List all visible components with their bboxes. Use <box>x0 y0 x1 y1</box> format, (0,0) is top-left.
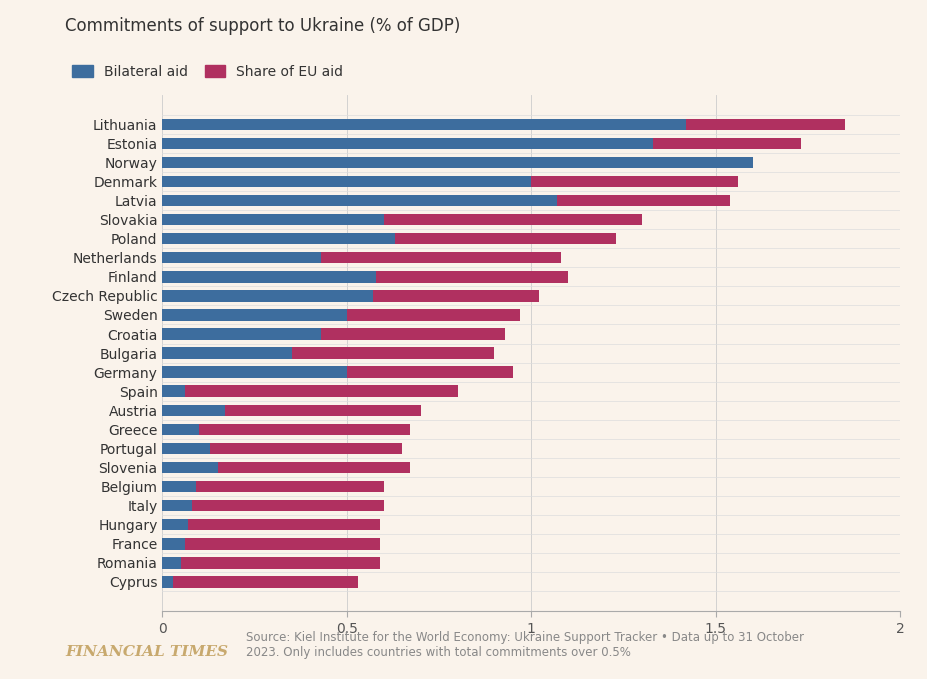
Text: FINANCIAL TIMES: FINANCIAL TIMES <box>65 644 228 659</box>
Bar <box>162 519 188 530</box>
Bar <box>321 328 505 340</box>
Bar <box>218 462 409 473</box>
Bar <box>188 519 380 530</box>
Bar <box>184 538 380 549</box>
Bar <box>162 176 531 187</box>
Bar <box>162 119 685 130</box>
Bar <box>653 138 800 149</box>
Bar <box>685 119 844 130</box>
Bar <box>162 214 384 225</box>
Bar <box>199 424 409 435</box>
Bar <box>384 214 641 225</box>
Bar <box>162 500 192 511</box>
Bar <box>184 386 457 397</box>
Bar <box>321 252 560 263</box>
Bar <box>162 348 291 359</box>
Bar <box>347 309 520 320</box>
Bar <box>162 138 653 149</box>
Bar <box>162 405 225 416</box>
Bar <box>556 195 730 206</box>
Bar <box>162 443 210 454</box>
Bar <box>173 576 358 587</box>
Bar <box>347 367 513 378</box>
Bar <box>192 500 384 511</box>
Bar <box>196 481 384 492</box>
Bar <box>162 462 218 473</box>
Bar <box>162 386 184 397</box>
Bar <box>373 290 538 301</box>
Bar <box>162 481 196 492</box>
Bar <box>162 195 556 206</box>
Bar <box>181 557 380 568</box>
Text: Source: Kiel Institute for the World Economy: Ukraine Support Tracker • Data up : Source: Kiel Institute for the World Eco… <box>246 631 803 659</box>
Bar <box>162 538 184 549</box>
Bar <box>225 405 420 416</box>
Bar <box>394 233 616 244</box>
Bar <box>291 348 494 359</box>
Bar <box>162 328 321 340</box>
Bar <box>162 233 394 244</box>
Bar <box>162 157 752 168</box>
Bar <box>162 252 321 263</box>
Bar <box>531 176 737 187</box>
Bar <box>162 576 173 587</box>
Legend: Bilateral aid, Share of EU aid: Bilateral aid, Share of EU aid <box>71 65 343 79</box>
Bar <box>376 271 567 282</box>
Bar <box>162 290 373 301</box>
Text: Commitments of support to Ukraine (% of GDP): Commitments of support to Ukraine (% of … <box>65 17 460 35</box>
Bar <box>210 443 401 454</box>
Bar <box>162 367 347 378</box>
Bar <box>162 424 199 435</box>
Bar <box>162 271 376 282</box>
Bar <box>162 557 181 568</box>
Bar <box>162 309 347 320</box>
